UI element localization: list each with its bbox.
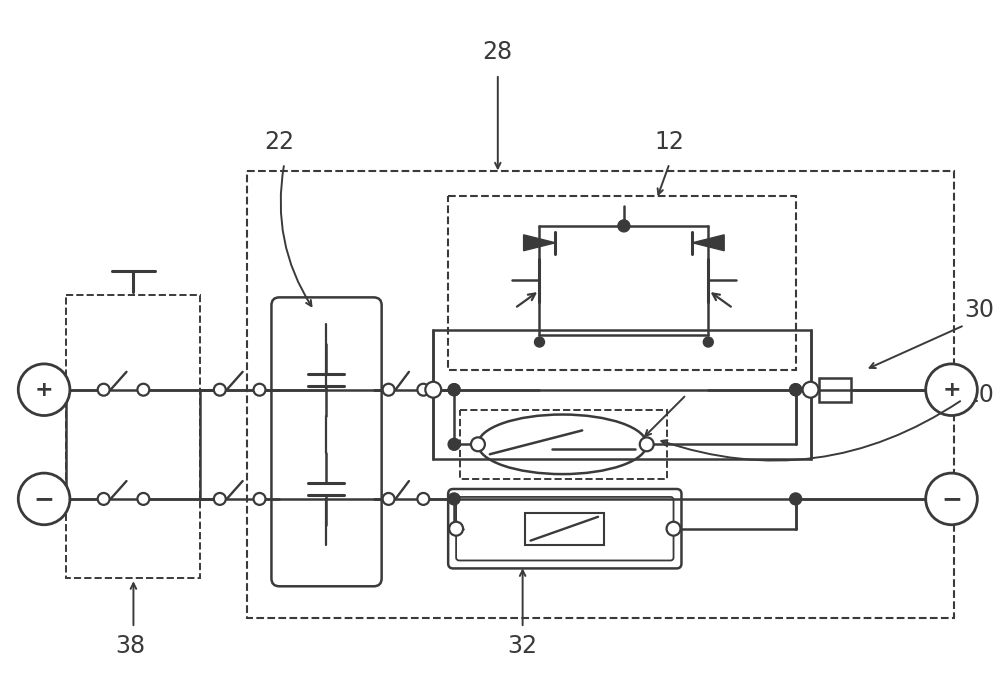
Circle shape [98,384,110,396]
Circle shape [18,364,70,415]
Circle shape [448,384,460,396]
Text: 28: 28 [483,40,513,64]
Text: 38: 38 [115,634,146,658]
Circle shape [471,438,485,452]
Text: 30: 30 [964,298,994,322]
Text: 32: 32 [508,634,538,658]
Circle shape [790,384,802,396]
Circle shape [926,364,977,415]
Polygon shape [524,235,555,251]
Bar [819,377,851,402]
Circle shape [254,384,265,396]
Circle shape [790,493,802,505]
Circle shape [926,473,977,525]
Circle shape [448,438,460,450]
Text: +: + [942,380,961,400]
Text: 22: 22 [264,129,294,154]
Bar [448,196,796,370]
Circle shape [640,438,654,452]
Circle shape [214,384,226,396]
Circle shape [417,384,429,396]
Bar [247,171,954,618]
Circle shape [667,521,680,535]
Circle shape [448,493,460,505]
Circle shape [18,473,70,525]
Bar [66,296,200,578]
Circle shape [425,382,441,398]
Circle shape [803,382,818,398]
Polygon shape [692,235,724,251]
Circle shape [417,493,429,505]
Text: +: + [35,380,53,400]
Circle shape [383,384,395,396]
Bar [433,330,811,459]
Text: −: − [941,487,962,511]
Circle shape [214,493,226,505]
Text: 12: 12 [655,129,684,154]
Bar [460,410,667,479]
Circle shape [383,493,395,505]
Circle shape [618,220,630,232]
Circle shape [448,384,460,396]
Circle shape [535,337,544,347]
Circle shape [790,384,802,396]
Text: −: − [34,487,55,511]
Circle shape [98,493,110,505]
Circle shape [137,384,149,396]
Text: 10: 10 [964,382,994,407]
Circle shape [254,493,265,505]
Circle shape [137,493,149,505]
Circle shape [703,337,713,347]
Circle shape [449,521,463,535]
Bar [525,513,604,545]
